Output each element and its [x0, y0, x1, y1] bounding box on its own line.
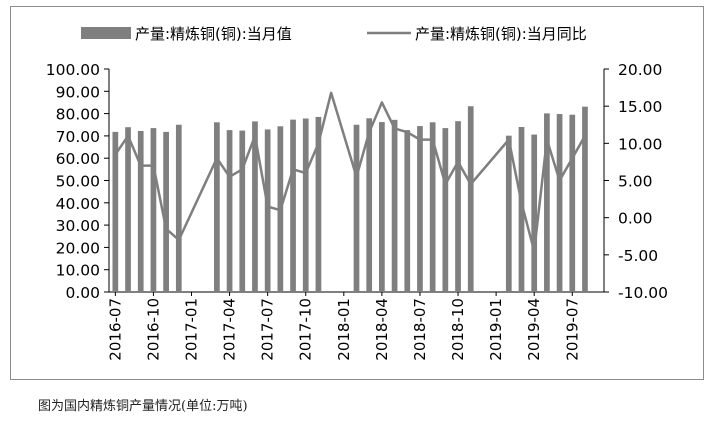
bar: [556, 114, 563, 293]
bar: [417, 126, 423, 292]
bar: [302, 118, 309, 292]
bar: [239, 130, 246, 292]
y-left-tick-label: 50.00: [56, 173, 100, 191]
x-tick-label: 2017-04: [221, 298, 239, 361]
bar: [315, 116, 322, 292]
x-tick-label: 2017-07: [259, 298, 277, 361]
x-tick-label: 2018-10: [449, 298, 467, 361]
x-tick-label: 2018-04: [373, 298, 391, 361]
bar: [582, 106, 588, 292]
y-right-tick-label: -5.00: [618, 247, 658, 265]
x-tick-label: 2019-07: [563, 298, 581, 361]
legend-bar-label: 产量:精炼铜(铜):当月值: [135, 25, 292, 43]
bar: [404, 130, 411, 292]
x-tick-label: 2018-07: [411, 298, 429, 361]
y-left-tick-label: 100.00: [46, 61, 100, 79]
y-left-tick-label: 60.00: [56, 150, 100, 168]
chart-caption: 图为国内精炼铜产量情况(单位:万吨): [38, 399, 248, 414]
y-left-tick-label: 70.00: [56, 128, 100, 146]
bar: [137, 130, 144, 292]
bar: [290, 119, 296, 292]
bar: [518, 126, 525, 292]
x-tick-label: 2016-10: [144, 298, 162, 361]
yoy-line: [114, 91, 587, 253]
y-left-tick-label: 0.00: [65, 284, 100, 302]
bar: [455, 121, 461, 292]
bar: [442, 128, 449, 292]
y-right-tick-label: -10.00: [618, 284, 668, 302]
bar: [366, 118, 373, 293]
bar: [505, 135, 512, 292]
bar: [467, 106, 474, 292]
legend-bar-swatch: [81, 27, 131, 39]
bar: [112, 131, 119, 292]
bar: [125, 127, 131, 292]
x-tick-label: 2016-07: [106, 298, 124, 361]
bar: [264, 129, 271, 292]
bar: [429, 122, 436, 292]
bar: [214, 122, 220, 292]
bar: [391, 119, 398, 293]
bar: [569, 114, 576, 292]
bar: [353, 124, 360, 292]
x-tick-label: 2017-01: [183, 298, 201, 361]
bar: [252, 121, 258, 292]
chart-frame: 产量:精炼铜(铜):当月值 产量:精炼铜(铜):当月同比 0.00 10.00 20…: [10, 6, 704, 380]
y-right-tick-label: 10.00: [618, 135, 662, 153]
y-right-tick-label: 0.00: [618, 210, 653, 228]
x-tick-label: 2017-10: [297, 298, 315, 361]
x-tick-label: 2018-01: [335, 298, 353, 361]
x-tick-label: 2019-04: [525, 298, 543, 361]
bar: [163, 131, 169, 292]
legend-line-label: 产量:精炼铜(铜):当月同比: [415, 25, 587, 43]
y-left-tick-label: 30.00: [56, 217, 100, 235]
bar: [226, 130, 233, 292]
y-right-tick-label: 20.00: [618, 61, 662, 79]
bar: [175, 124, 182, 292]
plot-area: 0.00 10.00 20.00 30.00 40.00 50.00 60.00 70.00 8…: [46, 61, 668, 361]
y-right-tick-label: 15.00: [618, 98, 662, 116]
y-left-tick-label: 90.00: [56, 83, 100, 101]
legend: 产量:精炼铜(铜):当月值 产量:精炼铜(铜):当月同比: [81, 25, 587, 43]
x-tick-label: 2019-01: [487, 298, 505, 361]
bar: [544, 113, 550, 292]
y-right-tick-label: 5.00: [618, 173, 653, 191]
bar: [379, 122, 385, 292]
bar: [150, 128, 157, 292]
y-left-tick-label: 40.00: [56, 195, 100, 213]
bar: [531, 134, 538, 292]
y-left-tick-label: 80.00: [56, 106, 100, 124]
y-left-tick-label: 10.00: [56, 262, 100, 280]
y-left-tick-label: 20.00: [56, 239, 100, 257]
chart: 产量:精炼铜(铜):当月值 产量:精炼铜(铜):当月同比 0.00 10.00 20…: [46, 25, 668, 361]
